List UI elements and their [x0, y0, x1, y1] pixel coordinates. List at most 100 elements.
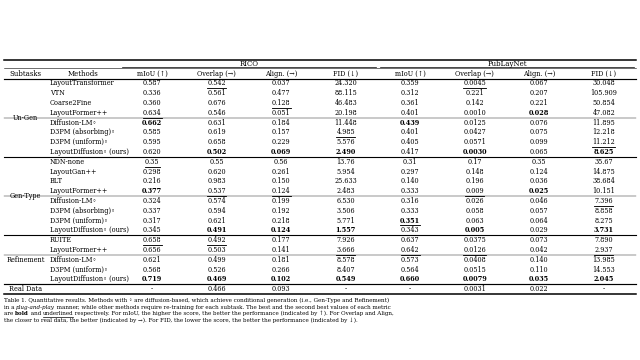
Text: 0.184: 0.184	[272, 118, 291, 127]
Text: 0.343: 0.343	[401, 226, 420, 234]
Text: 0.658: 0.658	[143, 236, 161, 244]
Text: 0.036: 0.036	[530, 177, 548, 185]
Text: 0.057: 0.057	[530, 207, 548, 215]
Text: Subtasks: Subtasks	[10, 69, 42, 77]
Text: 0.058: 0.058	[465, 207, 484, 215]
Text: LayoutDiffusion◦ (ours): LayoutDiffusion◦ (ours)	[50, 148, 129, 156]
Text: 0.029: 0.029	[530, 226, 548, 234]
Text: 0.0515: 0.0515	[463, 266, 486, 274]
Text: 0.035: 0.035	[529, 275, 549, 283]
Text: FID (↓): FID (↓)	[591, 69, 616, 77]
Text: 0.405: 0.405	[401, 138, 420, 146]
Text: 0.199: 0.199	[272, 197, 291, 205]
Text: 35.67: 35.67	[595, 158, 613, 166]
Text: 0.401: 0.401	[401, 129, 420, 136]
Text: manner, while other methods require re-training for each subtask. The best and t: manner, while other methods require re-t…	[55, 305, 391, 310]
Text: 0.546: 0.546	[207, 109, 226, 117]
Text: Gen-Type: Gen-Type	[10, 192, 41, 200]
Text: 0.317: 0.317	[143, 217, 161, 225]
Text: -: -	[409, 285, 412, 293]
Text: 0.17: 0.17	[467, 158, 482, 166]
Text: 7.926: 7.926	[337, 236, 355, 244]
Text: 0.594: 0.594	[207, 207, 226, 215]
Text: 0.502: 0.502	[207, 148, 227, 156]
Text: 0.359: 0.359	[401, 80, 420, 87]
Text: 0.336: 0.336	[143, 89, 161, 97]
Text: 0.216: 0.216	[143, 177, 161, 185]
Text: 0.619: 0.619	[207, 129, 226, 136]
Text: Diffusion-LM◦: Diffusion-LM◦	[50, 256, 97, 264]
Text: 38.684: 38.684	[593, 177, 615, 185]
Text: RICO: RICO	[239, 60, 259, 68]
Text: 0.067: 0.067	[530, 80, 548, 87]
Text: 0.983: 0.983	[207, 177, 226, 185]
Text: 7.890: 7.890	[595, 236, 613, 244]
Text: 8.625: 8.625	[593, 148, 614, 156]
Text: 0.312: 0.312	[401, 89, 420, 97]
Text: and: and	[29, 311, 43, 316]
Text: Overlap (→): Overlap (→)	[197, 69, 236, 77]
Text: 0.140: 0.140	[530, 256, 548, 264]
Text: Refinement: Refinement	[6, 256, 45, 264]
Text: 0.351: 0.351	[400, 217, 420, 225]
Text: 0.333: 0.333	[401, 207, 420, 215]
Text: 0.297: 0.297	[401, 168, 420, 176]
Text: Real Data: Real Data	[9, 285, 42, 293]
Text: 0.316: 0.316	[401, 197, 420, 205]
Text: 0.499: 0.499	[207, 256, 226, 264]
Text: PubLayNet: PubLayNet	[487, 60, 527, 68]
Text: 0.0079: 0.0079	[462, 275, 487, 283]
Text: LayoutTransformer: LayoutTransformer	[50, 80, 115, 87]
Text: 0.266: 0.266	[272, 266, 291, 274]
Text: 0.093: 0.093	[272, 285, 291, 293]
Text: 0.542: 0.542	[207, 80, 226, 87]
Text: 0.076: 0.076	[530, 118, 548, 127]
Text: 0.561: 0.561	[207, 89, 226, 97]
Text: bold: bold	[15, 311, 29, 316]
Text: Diffusion-LM◦: Diffusion-LM◦	[50, 197, 97, 205]
Text: 0.028: 0.028	[529, 109, 549, 117]
Text: 12.218: 12.218	[593, 129, 615, 136]
Text: underlined: underlined	[43, 311, 74, 316]
Text: 0.0030: 0.0030	[463, 148, 487, 156]
Text: 0.064: 0.064	[530, 217, 548, 225]
Text: 25.633: 25.633	[334, 177, 357, 185]
Text: Align. (→): Align. (→)	[265, 69, 298, 77]
Text: mIoU (↑): mIoU (↑)	[137, 69, 168, 77]
Text: 0.073: 0.073	[530, 236, 548, 244]
Text: D3PM (uniform)◦: D3PM (uniform)◦	[50, 138, 108, 146]
Text: 2.490: 2.490	[335, 148, 356, 156]
Text: 11.448: 11.448	[334, 118, 357, 127]
Text: 2.483: 2.483	[337, 187, 355, 195]
Text: 0.503: 0.503	[207, 246, 226, 254]
Text: 0.026: 0.026	[465, 197, 484, 205]
Text: 0.361: 0.361	[401, 99, 420, 107]
Text: respectively. For mIoU, the higher the score, the better the performance (indica: respectively. For mIoU, the higher the s…	[74, 311, 394, 316]
Text: D3PM (absorbing)◦: D3PM (absorbing)◦	[50, 129, 115, 136]
Text: 0.025: 0.025	[529, 187, 549, 195]
Text: Un-Gen: Un-Gen	[13, 114, 38, 122]
Text: mIoU (↑): mIoU (↑)	[395, 69, 426, 77]
Text: 3.731: 3.731	[594, 226, 614, 234]
Text: 0.177: 0.177	[272, 236, 291, 244]
Text: 0.620: 0.620	[207, 168, 226, 176]
Text: 0.0126: 0.0126	[463, 246, 486, 254]
Text: 6.530: 6.530	[337, 197, 355, 205]
Text: 0.439: 0.439	[400, 118, 420, 127]
Text: Table 1. Quantitative results. Methods with ◦ are diffusion-based, which achieve: Table 1. Quantitative results. Methods w…	[4, 298, 389, 303]
Text: 0.477: 0.477	[272, 89, 291, 97]
Text: 0.065: 0.065	[530, 148, 548, 156]
Text: 0.333: 0.333	[401, 187, 420, 195]
Text: LayoutFormer++: LayoutFormer++	[50, 246, 108, 254]
Text: 0.466: 0.466	[207, 285, 226, 293]
Text: 3.506: 3.506	[337, 207, 355, 215]
Text: 0.0571: 0.0571	[463, 138, 486, 146]
Text: 0.207: 0.207	[530, 89, 548, 97]
Text: 0.620: 0.620	[143, 148, 161, 156]
Text: 0.099: 0.099	[530, 138, 548, 146]
Text: FID (↓): FID (↓)	[333, 69, 358, 77]
Text: -: -	[603, 285, 605, 293]
Text: 0.549: 0.549	[335, 275, 356, 283]
Text: 0.637: 0.637	[401, 236, 420, 244]
Text: 0.196: 0.196	[465, 177, 484, 185]
